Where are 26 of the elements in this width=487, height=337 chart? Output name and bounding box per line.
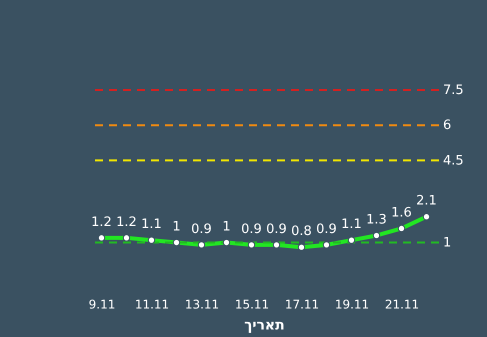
- ref-line-label: 4.5: [443, 153, 464, 168]
- data-label: 1: [172, 220, 181, 235]
- data-label: 1.1: [341, 217, 362, 232]
- data-label: 2.1: [416, 194, 437, 209]
- data-label: 0.9: [191, 222, 212, 237]
- x-tick-label: 19.11: [334, 298, 370, 312]
- data-label: 0.8: [291, 224, 312, 240]
- x-tick-label: 11.11: [134, 298, 170, 312]
- data-label: 1: [222, 220, 231, 235]
- x-tick-label: 13.11: [184, 298, 220, 312]
- x-tick-label: 17.11: [284, 298, 320, 312]
- data-label: 0.9: [316, 222, 337, 237]
- data-label: 1.1: [141, 217, 162, 232]
- data-label: 1.3: [366, 212, 387, 228]
- data-label: 1.6: [391, 205, 412, 220]
- x-tick-label: 9.11: [88, 298, 116, 312]
- x-axis-title: תאריך: [244, 318, 285, 334]
- data-label: 1.2: [116, 214, 137, 230]
- data-label: 1.2: [91, 214, 112, 230]
- ref-line-label: 1: [443, 236, 452, 251]
- x-tick-label: 21.11: [384, 298, 420, 312]
- data-label: 0.9: [266, 222, 287, 237]
- data-label: 0.9: [241, 222, 262, 237]
- ref-line-label: 6: [443, 118, 452, 134]
- x-tick-label: 15.11: [234, 298, 270, 312]
- ref-line-label: 7.5: [443, 83, 464, 98]
